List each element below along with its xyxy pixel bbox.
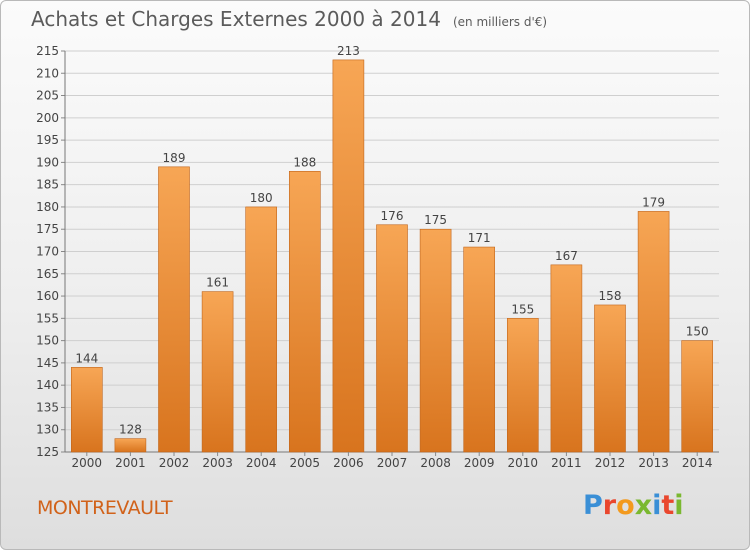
- bar: [463, 246, 496, 453]
- logo-letter: P: [583, 490, 603, 521]
- y-tick-label: 160: [36, 289, 59, 303]
- bar: [245, 206, 277, 453]
- x-tick-label: 2011: [551, 456, 582, 470]
- chart-title-text: Achats et Charges Externes 2000 à 2014: [31, 7, 441, 31]
- x-tick-label: 2012: [595, 456, 626, 470]
- data-label: 155: [511, 302, 534, 316]
- y-tick-label: 145: [36, 356, 59, 370]
- x-tick-label: 2010: [508, 456, 539, 470]
- chart-subtitle: (en milliers d'€): [452, 15, 548, 29]
- data-label: 158: [599, 289, 622, 303]
- proxiti-logo: Proxiti: [583, 490, 684, 521]
- bar: [158, 166, 190, 453]
- x-tick-label: 2008: [420, 456, 451, 470]
- x-tick-label: 2004: [246, 456, 277, 470]
- data-label: 161: [206, 276, 229, 290]
- data-label: 176: [381, 209, 404, 223]
- y-tick-label: 200: [36, 111, 59, 125]
- data-label: 188: [293, 155, 316, 169]
- x-tick-label: 2006: [333, 456, 364, 470]
- x-tick-label: 2001: [115, 456, 146, 470]
- chart-title: Achats et Charges Externes 2000 à 2014 (e…: [31, 7, 547, 31]
- data-label: 189: [163, 151, 186, 165]
- y-tick-label: 190: [36, 155, 59, 169]
- logo-letter: o: [616, 490, 635, 521]
- logo-letter: i: [652, 490, 662, 521]
- bar: [506, 318, 539, 453]
- y-tick-label: 135: [36, 400, 59, 414]
- data-label: 171: [468, 231, 491, 245]
- logo-letter: i: [674, 490, 684, 521]
- logo-letter: t: [661, 490, 675, 521]
- bar: [550, 264, 583, 453]
- bar: [201, 291, 234, 453]
- y-tick-label: 170: [36, 245, 59, 259]
- x-tick-label: 2003: [202, 456, 233, 470]
- bar: [71, 367, 103, 453]
- data-label: 144: [75, 351, 98, 365]
- data-label: 150: [686, 325, 709, 339]
- y-tick-label: 165: [36, 267, 59, 281]
- logo-letter: r: [602, 490, 617, 521]
- y-tick-label: 210: [36, 66, 59, 80]
- bar: [288, 171, 321, 453]
- bar: [594, 304, 626, 453]
- data-label: 180: [250, 191, 273, 205]
- bar: [376, 224, 408, 453]
- y-tick-label: 195: [36, 133, 59, 147]
- y-tick-label: 175: [36, 222, 59, 236]
- y-tick-label: 130: [36, 423, 59, 437]
- x-tick-label: 2007: [377, 456, 408, 470]
- data-label: 167: [555, 249, 578, 263]
- x-tick-label: 2000: [72, 456, 103, 470]
- data-label: 179: [642, 195, 665, 209]
- data-label: 213: [337, 44, 360, 58]
- bar: [114, 438, 147, 453]
- data-label: 175: [424, 213, 447, 227]
- x-tick-label: 2013: [638, 456, 669, 470]
- y-tick-label: 180: [36, 200, 59, 214]
- y-tick-label: 185: [36, 178, 59, 192]
- y-tick-label: 205: [36, 89, 59, 103]
- y-tick-label: 140: [36, 378, 59, 392]
- x-tick-label: 2014: [682, 456, 713, 470]
- logo-letter: x: [634, 490, 653, 521]
- bar: [637, 211, 670, 453]
- commune-label: MONTREVAULT: [37, 497, 173, 519]
- x-tick-label: 2005: [290, 456, 321, 470]
- x-tick-label: 2009: [464, 456, 495, 470]
- y-tick-label: 150: [36, 334, 59, 348]
- bar: [419, 228, 452, 453]
- y-tick-label: 155: [36, 311, 59, 325]
- bar: [332, 59, 365, 453]
- bar: [681, 340, 714, 453]
- y-tick-label: 125: [36, 445, 59, 459]
- x-tick-label: 2002: [159, 456, 190, 470]
- data-label: 128: [119, 423, 142, 437]
- y-tick-label: 215: [36, 44, 59, 58]
